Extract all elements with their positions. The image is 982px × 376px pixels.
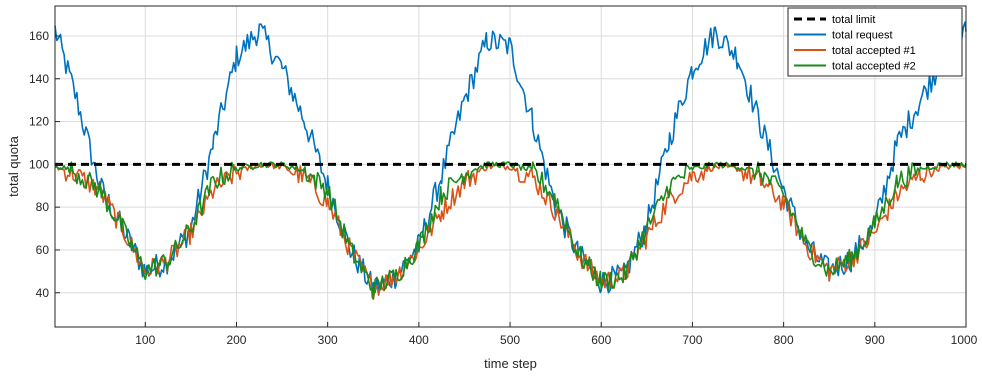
series-lines <box>54 21 967 300</box>
y-axis-label: total quota <box>6 135 21 196</box>
x-tick-label: 100 <box>135 333 155 347</box>
x-tick-label: 300 <box>318 333 338 347</box>
x-tick-label: 1000 <box>951 333 978 347</box>
y-tick-label: 80 <box>36 200 50 214</box>
x-axis-ticks: 100 200 300 400 500 600 700 800 900 1000 <box>135 322 978 347</box>
legend-label: total limit <box>832 14 875 26</box>
y-tick-label: 40 <box>36 286 50 300</box>
series-total-accepted-1 <box>54 162 967 300</box>
x-axis-label: time step <box>484 356 537 371</box>
x-tick-label: 200 <box>226 333 246 347</box>
legend-label: total accepted #1 <box>832 45 916 57</box>
y-tick-label: 120 <box>29 115 49 129</box>
x-tick-label: 600 <box>591 333 611 347</box>
y-tick-label: 60 <box>36 243 50 257</box>
x-tick-label: 900 <box>865 333 885 347</box>
x-tick-label: 500 <box>500 333 520 347</box>
x-tick-label: 400 <box>409 333 429 347</box>
y-tick-label: 160 <box>29 29 49 43</box>
legend-label: total request <box>832 30 893 42</box>
x-tick-label: 700 <box>682 333 702 347</box>
y-tick-label: 100 <box>29 157 49 171</box>
y-tick-label: 140 <box>29 72 49 86</box>
x-tick-label: 800 <box>774 333 794 347</box>
legend: total limit total request total accepted #… <box>787 7 963 77</box>
legend-label: total accepted #2 <box>832 61 916 73</box>
y-axis-ticks: 40 60 80 100 120 140 160 <box>29 29 60 300</box>
